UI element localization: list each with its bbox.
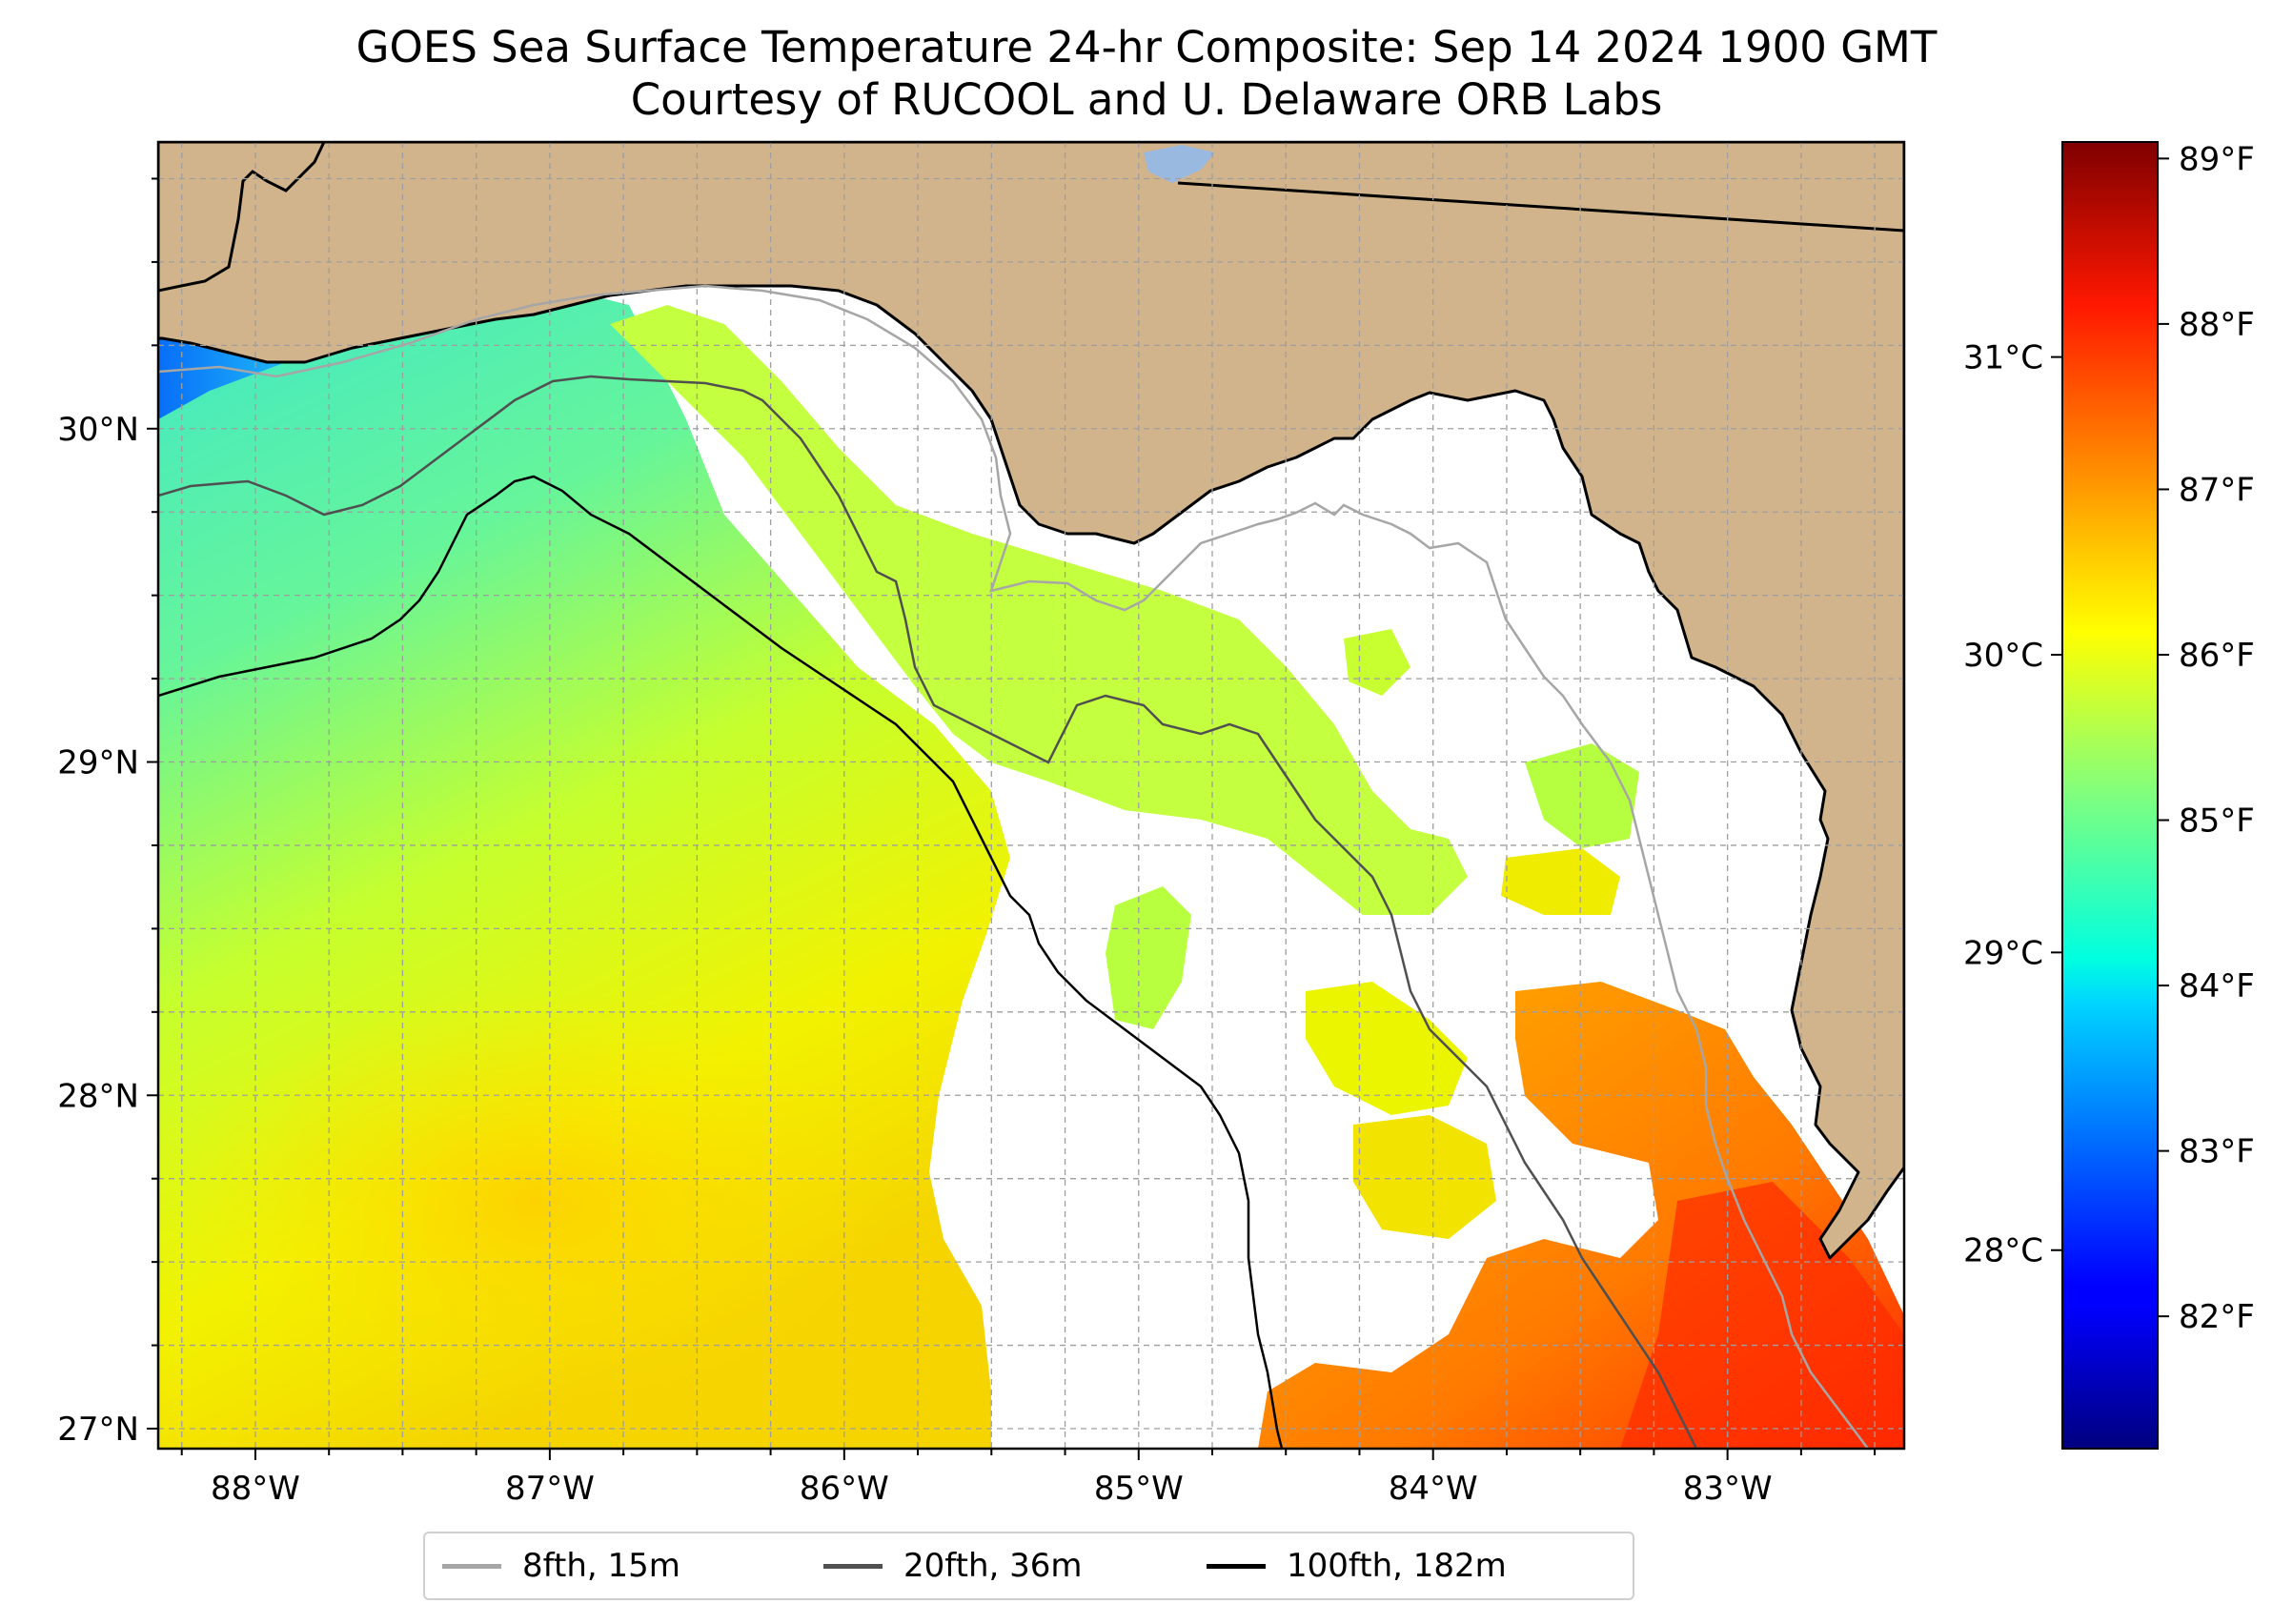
map-title: GOES Sea Surface Temperature 24-hr Compo…	[355, 22, 1938, 72]
legend-item-8fth: 8fth, 15m	[442, 1547, 680, 1585]
colorbar-c-tick-label: 30°C	[1963, 637, 2043, 675]
isobath-8fth	[158, 284, 1869, 1449]
lon-tick-label: 84°W	[1389, 1470, 1478, 1508]
map-subtitle: Courtesy of RUCOOL and U. Delaware ORB L…	[630, 74, 1663, 125]
colorbar-c-tick-label: 28°C	[1963, 1232, 2043, 1270]
legend-swatch-20fth	[823, 1563, 883, 1569]
colorbar-celsius-axis: 31°C 30°C 29°C 28°C	[1963, 339, 2062, 1270]
map-gridlines	[158, 142, 1904, 1449]
latitude-axis: 30°N 29°N 28°N 27°N	[57, 177, 158, 1449]
colorbar-f-tick-label: 87°F	[2179, 471, 2255, 509]
colorbar-f-tick-label: 83°F	[2179, 1133, 2255, 1171]
state-boundary-line	[1177, 181, 1904, 233]
colorbar	[2061, 141, 2159, 1450]
colorbar-f-tick-label: 85°F	[2179, 802, 2255, 841]
lon-tick-label: 85°W	[1094, 1470, 1184, 1508]
legend-label-8fth: 8fth, 15m	[522, 1547, 680, 1585]
isobath-20fth	[158, 375, 1698, 1449]
colorbar-c-tick-label: 29°C	[1963, 934, 2043, 972]
sst-patch-east-upper	[1344, 629, 1410, 696]
colorbar-f-tick-label: 86°F	[2179, 637, 2255, 675]
colorbar-f-tick-label: 82°F	[2179, 1298, 2255, 1336]
lat-tick-label: 29°N	[57, 744, 139, 782]
lon-tick-label: 86°W	[800, 1470, 889, 1508]
land-alabama-bay	[158, 142, 326, 293]
lon-tick-label: 88°W	[211, 1470, 300, 1508]
colorbar-f-tick-label: 84°F	[2179, 967, 2255, 1005]
lat-tick-label: 27°N	[57, 1411, 139, 1449]
isobath-legend: 8fth, 15m 20fth, 36m 100fth, 182m	[423, 1532, 1634, 1600]
sst-patch-central	[1106, 886, 1191, 1029]
map-frame	[156, 140, 1906, 1451]
colorbar-c-tick-label: 31°C	[1963, 339, 2043, 377]
sst-patch-yellow-1	[1306, 982, 1468, 1115]
lon-tick-label: 87°W	[505, 1470, 595, 1508]
longitude-axis: 88°W 87°W 86°W 85°W 84°W 83°W	[180, 1449, 1877, 1508]
legend-label-20fth: 20fth, 36m	[903, 1547, 1083, 1585]
legend-swatch-100fth	[1207, 1563, 1266, 1569]
lat-tick-label: 28°N	[57, 1077, 139, 1115]
sst-warm-core	[172, 991, 896, 1411]
colorbar-fahrenheit-axis: 89°F 88°F 87°F 86°F 85°F 84°F 83°F 82°F	[2158, 140, 2255, 1336]
isobath-100fth	[158, 475, 1284, 1449]
sst-patch-yellow-2	[1501, 848, 1620, 915]
colorbar-f-tick-label: 88°F	[2179, 306, 2255, 344]
legend-item-20fth: 20fth, 36m	[823, 1547, 1083, 1585]
sst-patch-yellow-3	[1353, 1115, 1496, 1239]
legend-swatch-8fth	[442, 1563, 501, 1569]
legend-label-100fth: 100fth, 182m	[1287, 1547, 1507, 1585]
sst-patch-east-mid	[1525, 743, 1639, 848]
lake-seminole	[1144, 145, 1215, 183]
lon-tick-label: 83°W	[1683, 1470, 1773, 1508]
lat-tick-label: 30°N	[57, 411, 139, 449]
map-panel	[158, 142, 1904, 1449]
colorbar-f-tick-label: 89°F	[2179, 140, 2255, 178]
legend-item-100fth: 100fth, 182m	[1207, 1547, 1507, 1585]
